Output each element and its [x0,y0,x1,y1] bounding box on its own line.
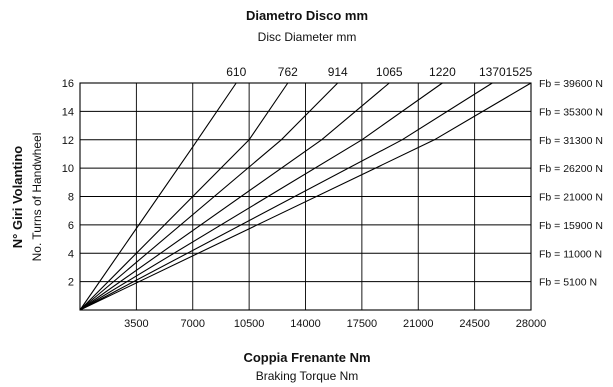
y-tick-label: 2 [68,277,74,289]
y-tick-label: 6 [68,220,74,232]
x-axis-title: Coppia Frenante Nm [243,350,370,365]
series-line-762 [79,82,289,311]
x-axis-subtitle: Braking Torque Nm [256,369,359,383]
x-tick-label: 17500 [347,318,378,330]
fb-label: Fb = 39600 N [539,78,603,90]
fb-label: Fb = 26200 N [539,163,603,175]
series-line-1525 [79,82,532,311]
x-tick-label: 10500 [234,318,265,330]
y-tick-label: 14 [62,106,74,118]
y-tick-label: 4 [68,248,74,260]
y-tick-label: 10 [62,163,74,175]
series-line-1220 [79,82,443,311]
x-tick-label: 7000 [181,318,205,330]
fb-label: Fb = 21000 N [539,192,603,204]
series-line-1065 [79,82,390,311]
fb-label: Fb = 31300 N [539,135,603,147]
y-tick-label: 12 [62,135,74,147]
fb-label: Fb = 11000 N [539,248,602,260]
x-tick-label: 3500 [124,318,148,330]
series-label: 610 [226,65,246,79]
y-tick-label: 8 [68,192,74,204]
x-tick-label: 28000 [516,318,547,330]
chart-subtitle: Disc Diameter mm [258,30,357,44]
series-label: 914 [328,65,348,79]
x-tick-label: 21000 [403,318,434,330]
series-line-914 [79,82,339,311]
chart-title: Diametro Disco mm [246,8,368,23]
series-lines [79,82,532,311]
series-label: 1370 [479,65,506,79]
fb-label: Fb = 35300 N [539,106,603,118]
y-axis-title: N° Giri Volantino [10,146,25,249]
tick-labels: 3500 7000 10500 14000 17500 21000 24500 28000 2 4… [62,65,603,330]
series-label: 762 [278,65,298,79]
fb-label: Fb = 15900 N [539,220,603,232]
series-label: 1220 [429,65,456,79]
series-line-1370 [79,82,493,311]
y-axis-subtitle: No. Turns of Handwheel [30,133,44,262]
series-label: 1065 [376,65,403,79]
y-tick-label: 16 [62,78,74,90]
grid [79,82,532,311]
series-line-610 [79,82,237,311]
x-tick-label: 24500 [459,318,490,330]
series-label: 1525 [506,65,533,79]
fb-label: Fb = 5100 N [539,277,597,289]
x-tick-label: 14000 [290,318,321,330]
